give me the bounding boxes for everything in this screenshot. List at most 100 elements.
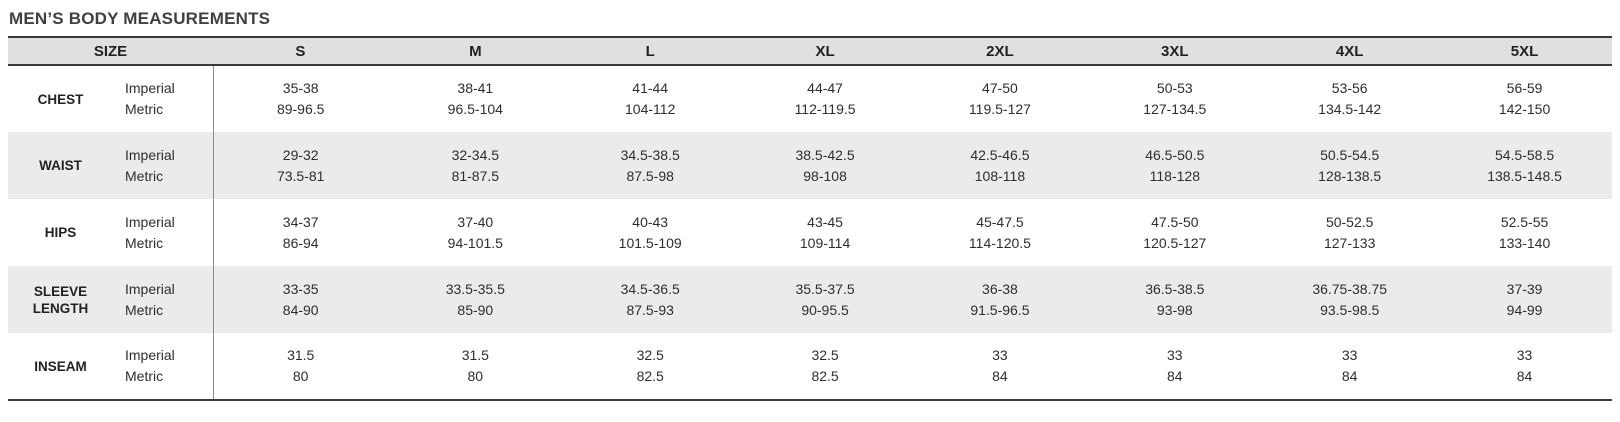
cell-inseam-3xl: 33 84 — [1087, 333, 1263, 401]
cell-inseam-s: 31.5 80 — [213, 333, 388, 401]
table-row-waist: WAIST Imperial Metric 29-32 73.5-81 32-34.5 81… — [8, 132, 1612, 199]
metric-value: 119.5-127 — [968, 101, 1031, 117]
unit-label-imperial: Imperial — [125, 347, 175, 363]
cell-inseam-5xl: 33 84 — [1437, 333, 1612, 401]
cell-waist-xl: 38.5-42.5 98-108 — [737, 132, 913, 199]
metric-value: 87.5-98 — [626, 167, 674, 184]
imperial-value: 29-32 — [282, 146, 319, 163]
cell-chest-l: 41-44 104-112 — [562, 65, 738, 132]
imperial-value: 34.5-38.5 — [620, 146, 680, 163]
unit-label-imperial: Imperial — [125, 280, 175, 297]
cell-waist-m: 32-34.5 81-87.5 — [387, 132, 563, 199]
unit-labels: Imperial Metric — [113, 266, 214, 333]
unit-label-metric: Metric — [125, 101, 164, 117]
cell-waist-4xl: 50.5-54.5 128-138.5 — [1262, 132, 1438, 199]
metric-value: 82.5 — [636, 368, 664, 384]
cell-hips-4xl: 50-52.5 127-133 — [1262, 199, 1438, 266]
cell-waist-2xl: 42.5-46.5 108-118 — [912, 132, 1088, 199]
unit-label-metric: Metric — [125, 368, 164, 384]
imperial-value: 50.5-54.5 — [1320, 146, 1380, 163]
metric-value: 86-94 — [282, 234, 319, 251]
cell-waist-5xl: 54.5-58.5 138.5-148.5 — [1437, 132, 1612, 199]
cell-inseam-l: 32.5 82.5 — [562, 333, 738, 401]
imperial-value: 31.5 — [461, 347, 489, 363]
cell-hips-xl: 43-45 109-114 — [737, 199, 913, 266]
imperial-value: 34.5-36.5 — [620, 280, 680, 297]
imperial-value: 33-35 — [282, 280, 319, 297]
cell-chest-3xl: 50-53 127-134.5 — [1087, 65, 1263, 132]
metric-value: 98-108 — [803, 167, 847, 184]
imperial-value: 33.5-35.5 — [445, 280, 505, 297]
imperial-value: 43-45 — [807, 213, 843, 230]
metric-value: 142-150 — [1498, 101, 1551, 117]
imperial-value: 32.5 — [811, 347, 839, 363]
table-header-row: SIZE S M L XL 2XL 3XL 4XL 5XL — [8, 36, 1612, 66]
cell-sleeve-length-xl: 35.5-37.5 90-95.5 — [737, 266, 913, 333]
metric-value: 85-90 — [457, 301, 494, 318]
unit-label-imperial: Imperial — [125, 146, 175, 163]
imperial-value: 35.5-37.5 — [795, 280, 855, 297]
metric-value: 90-95.5 — [801, 301, 849, 318]
cell-inseam-m: 31.5 80 — [387, 333, 563, 401]
page-title: MEN’S BODY MEASUREMENTS — [9, 9, 271, 28]
metric-value: 84 — [992, 368, 1008, 384]
cell-sleeve-length-4xl: 36.75-38.75 93.5-98.5 — [1262, 266, 1438, 333]
measurement-name-waist: WAIST — [8, 132, 113, 199]
imperial-value: 34-37 — [282, 213, 319, 230]
imperial-value: 56-59 — [1506, 80, 1543, 96]
metric-value: 138.5-148.5 — [1487, 167, 1562, 184]
column-header-m: M — [387, 36, 563, 66]
cell-inseam-xl: 32.5 82.5 — [737, 333, 913, 401]
metric-value: 112-119.5 — [794, 101, 856, 117]
metric-value: 104-112 — [625, 101, 676, 117]
imperial-value: 42.5-46.5 — [970, 146, 1030, 163]
metric-value: 120.5-127 — [1143, 234, 1207, 251]
cell-hips-5xl: 52.5-55 133-140 — [1437, 199, 1612, 266]
metric-value: 128-138.5 — [1318, 167, 1382, 184]
imperial-value: 41-44 — [632, 80, 669, 96]
unit-label-imperial: Imperial — [125, 80, 175, 96]
imperial-value: 33 — [1516, 347, 1533, 363]
unit-labels: Imperial Metric — [113, 199, 214, 266]
metric-value: 73.5-81 — [276, 167, 325, 184]
imperial-value: 32.5 — [636, 347, 664, 363]
metric-value: 94-99 — [1506, 301, 1543, 318]
cell-chest-s: 35-38 89-96.5 — [213, 65, 388, 132]
cell-chest-2xl: 47-50 119.5-127 — [912, 65, 1088, 132]
unit-labels: Imperial Metric — [113, 65, 214, 132]
imperial-value: 50-53 — [1156, 80, 1193, 96]
cell-hips-2xl: 45-47.5 114-120.5 — [912, 199, 1088, 266]
measurement-name-sleeve-length: SLEEVE LENGTH — [8, 266, 113, 333]
metric-value: 96.5-104 — [447, 101, 503, 117]
imperial-value: 36-38 — [982, 280, 1018, 297]
measurement-name-chest: CHEST — [8, 65, 113, 132]
metric-value: 93-98 — [1156, 301, 1193, 318]
cell-hips-m: 37-40 94-101.5 — [387, 199, 563, 266]
metric-value: 134.5-142 — [1318, 101, 1382, 117]
metric-value: 93.5-98.5 — [1320, 301, 1380, 318]
cell-inseam-2xl: 33 84 — [912, 333, 1088, 401]
cell-chest-xl: 44-47 112-119.5 — [737, 65, 913, 132]
column-header-2xl: 2XL — [912, 36, 1088, 66]
metric-value: 82.5 — [811, 368, 839, 384]
metric-value: 91.5-96.5 — [970, 301, 1030, 318]
metric-value: 80 — [467, 368, 484, 384]
metric-value: 101.5-109 — [618, 234, 682, 251]
unit-label-metric: Metric — [125, 234, 164, 251]
imperial-value: 37-39 — [1506, 280, 1543, 297]
imperial-value: 33 — [992, 347, 1008, 363]
column-header-size: SIZE — [8, 36, 213, 66]
metric-value: 108-118 — [974, 167, 1026, 184]
cell-sleeve-length-s: 33-35 84-90 — [213, 266, 388, 333]
imperial-value: 37-40 — [457, 213, 494, 230]
imperial-value: 47-50 — [982, 80, 1018, 96]
table-row-sleeve-length: SLEEVE LENGTH Imperial Metric 33-35 84-90 33.… — [8, 266, 1612, 333]
imperial-value: 33 — [1167, 347, 1183, 363]
column-header-3xl: 3XL — [1087, 36, 1263, 66]
imperial-value: 35-38 — [282, 80, 319, 96]
cell-sleeve-length-l: 34.5-36.5 87.5-93 — [562, 266, 738, 333]
cell-hips-s: 34-37 86-94 — [213, 199, 388, 266]
measurement-name-inseam: INSEAM — [8, 333, 113, 401]
unit-label-metric: Metric — [125, 167, 164, 184]
metric-value: 127-133 — [1323, 234, 1376, 251]
